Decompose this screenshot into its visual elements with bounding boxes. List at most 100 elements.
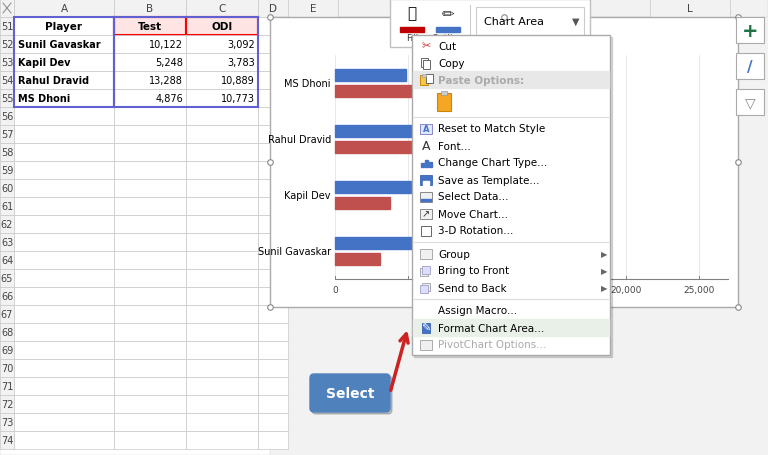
Bar bbox=[0, 108, 14, 126]
Text: ✂: ✂ bbox=[422, 41, 431, 51]
Bar bbox=[186, 431, 258, 449]
Bar bbox=[421, 199, 431, 201]
Bar bbox=[114, 395, 186, 413]
Text: 54: 54 bbox=[1, 76, 13, 86]
Bar bbox=[258, 413, 288, 431]
Bar bbox=[0, 162, 14, 180]
Text: Rahul Dravid: Rahul Dravid bbox=[18, 76, 89, 86]
Bar bbox=[114, 377, 186, 395]
Bar bbox=[14, 180, 114, 197]
Bar bbox=[258, 54, 288, 72]
Bar bbox=[14, 18, 114, 108]
Bar bbox=[258, 269, 288, 288]
Bar bbox=[258, 431, 288, 449]
Bar bbox=[420, 192, 432, 202]
Bar bbox=[0, 72, 14, 90]
Text: Format Chart Area...: Format Chart Area... bbox=[438, 323, 545, 333]
Bar bbox=[422, 74, 426, 77]
Bar bbox=[114, 54, 186, 72]
Text: ▶: ▶ bbox=[601, 249, 607, 258]
Bar bbox=[258, 197, 288, 216]
Text: 57: 57 bbox=[1, 130, 13, 140]
Bar bbox=[14, 431, 114, 449]
Text: 58: 58 bbox=[1, 148, 13, 157]
Bar bbox=[476, 8, 584, 42]
Bar bbox=[14, 288, 114, 305]
Text: Outline: Outline bbox=[432, 33, 465, 42]
Bar bbox=[186, 90, 258, 108]
Text: ✏: ✏ bbox=[442, 6, 455, 21]
Text: 20,000: 20,000 bbox=[611, 285, 642, 294]
Bar bbox=[422, 266, 430, 274]
Bar bbox=[258, 72, 288, 90]
Bar bbox=[258, 180, 288, 197]
Bar bbox=[14, 341, 114, 359]
Bar bbox=[0, 324, 14, 341]
Text: Bring to Front: Bring to Front bbox=[438, 266, 509, 276]
Text: 51: 51 bbox=[1, 22, 13, 32]
Text: Change Chart Type...: Change Chart Type... bbox=[438, 158, 548, 168]
Bar bbox=[186, 72, 258, 90]
Text: 72: 72 bbox=[1, 399, 13, 409]
Text: 🪣: 🪣 bbox=[408, 6, 416, 21]
Bar bbox=[186, 377, 258, 395]
Text: ✎: ✎ bbox=[422, 323, 431, 333]
Bar bbox=[14, 359, 114, 377]
Bar bbox=[114, 359, 186, 377]
Text: MS Dhoni: MS Dhoni bbox=[284, 79, 331, 89]
Text: ▶: ▶ bbox=[601, 267, 607, 275]
Bar bbox=[0, 0, 270, 455]
Bar bbox=[0, 126, 14, 144]
Bar bbox=[186, 54, 258, 72]
Text: 13,288: 13,288 bbox=[149, 76, 183, 86]
Bar bbox=[258, 395, 288, 413]
Bar bbox=[426, 74, 433, 83]
Bar bbox=[335, 181, 412, 193]
Text: ▽: ▽ bbox=[745, 96, 755, 110]
Bar bbox=[14, 72, 114, 90]
Bar bbox=[114, 288, 186, 305]
Bar bbox=[114, 197, 186, 216]
Bar bbox=[186, 341, 258, 359]
Bar bbox=[258, 0, 288, 18]
Text: B: B bbox=[147, 4, 154, 14]
Text: Runs Scored: Runs Scored bbox=[451, 26, 558, 41]
Bar bbox=[441, 92, 447, 96]
Bar bbox=[186, 359, 258, 377]
Text: Select: Select bbox=[326, 386, 374, 400]
Bar bbox=[14, 18, 114, 36]
Text: E: E bbox=[310, 4, 316, 14]
Text: 70: 70 bbox=[1, 363, 13, 373]
Bar bbox=[14, 305, 114, 324]
Text: 10,889: 10,889 bbox=[221, 76, 255, 86]
Bar bbox=[14, 197, 114, 216]
Text: 3,783: 3,783 bbox=[227, 58, 255, 68]
Text: PivotChart Options...: PivotChart Options... bbox=[438, 340, 546, 350]
Text: Rahul Dravid: Rahul Dravid bbox=[268, 135, 331, 145]
Bar bbox=[186, 162, 258, 180]
Bar bbox=[14, 413, 114, 431]
Text: 3-D Rotation...: 3-D Rotation... bbox=[438, 226, 513, 236]
Bar bbox=[14, 233, 114, 252]
Bar bbox=[0, 413, 14, 431]
Bar bbox=[186, 126, 258, 144]
Bar bbox=[335, 126, 528, 138]
Bar bbox=[0, 144, 14, 162]
Bar bbox=[413, 72, 609, 89]
Bar bbox=[258, 162, 288, 180]
Bar bbox=[114, 413, 186, 431]
Text: Move Chart...: Move Chart... bbox=[438, 209, 508, 219]
Text: 62: 62 bbox=[1, 219, 13, 229]
Bar bbox=[0, 269, 14, 288]
Bar bbox=[114, 252, 186, 269]
Bar bbox=[14, 324, 114, 341]
Text: Kapil Dev: Kapil Dev bbox=[284, 191, 331, 201]
Bar bbox=[258, 36, 288, 54]
Text: 52: 52 bbox=[1, 40, 13, 50]
Bar bbox=[0, 36, 14, 54]
Bar bbox=[0, 431, 14, 449]
Bar bbox=[420, 124, 432, 134]
Text: 10,000: 10,000 bbox=[465, 285, 496, 294]
Bar bbox=[420, 285, 428, 293]
Bar bbox=[186, 197, 258, 216]
